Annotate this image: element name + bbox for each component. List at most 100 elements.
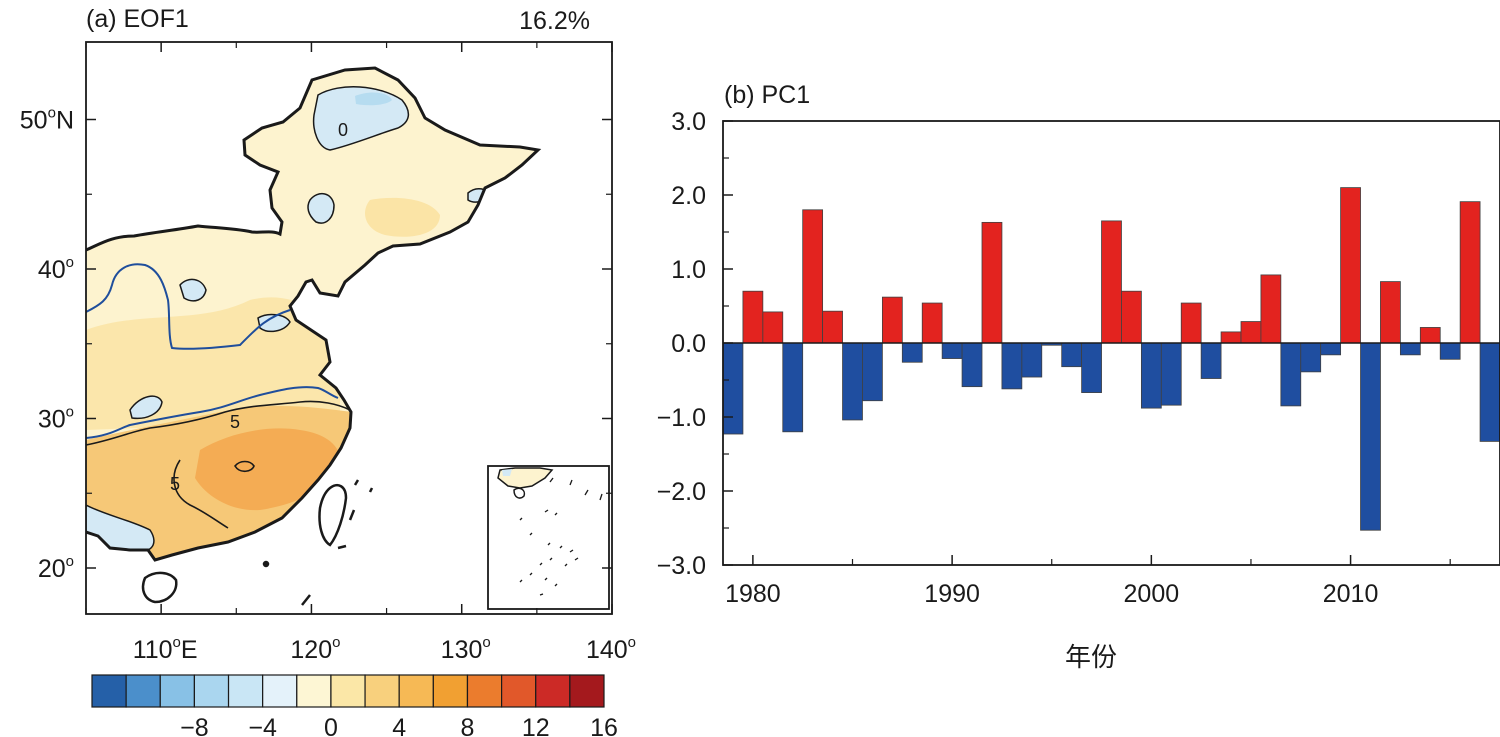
bar-1991 — [961, 342, 983, 388]
contour-label-0: 0 — [338, 120, 348, 140]
yangtze-river — [86, 386, 339, 439]
lat-tick-label-20: 20o — [38, 553, 74, 583]
bar-2001 — [1160, 342, 1182, 406]
bar-2013 — [1399, 342, 1421, 356]
hainan-island — [141, 571, 178, 604]
y-tick-label: 3.0 — [671, 108, 706, 136]
bar-1997 — [1081, 342, 1102, 393]
bar-2014 — [1419, 327, 1441, 344]
bar-1986 — [862, 342, 883, 402]
bar-2004 — [1220, 331, 1242, 344]
south-china-sea-inset — [487, 465, 610, 610]
lat-tick-label-40: 40o — [38, 254, 74, 284]
bar-2015 — [1439, 342, 1461, 360]
x-axis-label: 年份 — [1065, 642, 1117, 672]
bar-2017 — [1479, 342, 1500, 442]
lat-degree-mark: o — [48, 105, 56, 122]
y-tick-label: −1.0 — [657, 404, 706, 432]
bar-1994 — [1021, 342, 1043, 378]
lon-tick-label-120: 120o — [290, 634, 340, 664]
yellow-river — [86, 263, 291, 350]
bar-2002 — [1180, 302, 1202, 344]
lon-degree-mark: o — [482, 634, 490, 651]
colorbar: −8 −4 0 4 8 12 16 — [91, 674, 618, 737]
lat-tick-number: 40 — [38, 256, 66, 284]
colorbar-label: −8 — [180, 714, 209, 737]
lat-tick-number: 30 — [38, 406, 66, 434]
bar-2010 — [1340, 187, 1361, 344]
lat-hemisphere: N — [56, 107, 74, 135]
lat-tick-label-50: 50oN — [20, 105, 74, 135]
taiwan-island — [318, 484, 348, 547]
lon-tick-label-140: 140o — [586, 634, 636, 664]
colorbar-label: 4 — [392, 714, 406, 737]
lon-tick-label-110: 110oE — [133, 634, 198, 664]
contour-label-5a: 5 — [230, 412, 240, 432]
cool-patch-lake — [179, 278, 207, 302]
lon-tick-number: 120 — [290, 636, 332, 664]
y-tick-label: 1.0 — [671, 256, 706, 284]
colorbar-swatch — [466, 674, 503, 708]
eof1-map-panel: (a) EOF1 16.2% — [20, 5, 636, 737]
lat-degree-mark: o — [66, 404, 74, 421]
lon-tick-number: 140 — [586, 636, 628, 664]
warm-patch-north — [365, 197, 440, 237]
lon-hemisphere: E — [181, 636, 198, 664]
y-tick-label: 0.0 — [671, 330, 706, 358]
cool-patch-shandong — [257, 313, 291, 333]
map-frame — [85, 41, 613, 615]
lat-degree-mark: o — [66, 553, 74, 570]
lon-tick-number: 110 — [133, 636, 173, 664]
bar-1985 — [842, 342, 863, 421]
bar-2003 — [1200, 342, 1222, 379]
bar-1993 — [1001, 342, 1023, 390]
bar-1988 — [901, 342, 923, 363]
x-tick-label: 1990 — [924, 580, 980, 608]
pc1-chart-panel: (b) PC1 3.0 2.0 1.0 0.0 −1.0 −2.0 −3.0 1980 1990… — [657, 81, 1500, 672]
x-tick-label: 2000 — [1124, 580, 1180, 608]
bar-1984 — [822, 310, 843, 344]
cool-patch-center — [129, 395, 163, 420]
lon-degree-mark: o — [173, 634, 181, 651]
bar-1981 — [762, 311, 784, 344]
colorbar-swatch — [569, 674, 605, 708]
bar-2016 — [1459, 201, 1481, 344]
y-tick-label: −3.0 — [657, 552, 706, 580]
chart-title: (b) PC1 — [724, 81, 810, 109]
colorbar-label: 8 — [461, 714, 475, 737]
colorbar-swatch — [398, 674, 434, 708]
cool-patch-inland — [307, 193, 335, 224]
colorbar-label: 16 — [590, 714, 618, 737]
colorbar-swatch — [364, 674, 400, 708]
bar-1987 — [881, 296, 903, 344]
lat-degree-mark: o — [66, 254, 74, 271]
pc1-bars — [722, 187, 1500, 531]
bar-1999 — [1121, 290, 1142, 344]
colorbar-swatch — [262, 674, 298, 708]
lat-tick-number: 50 — [20, 107, 48, 135]
contour-5-south — [173, 459, 229, 529]
colorbar-swatch — [535, 674, 571, 708]
bar-1989 — [921, 302, 943, 344]
cool-core-northeast — [355, 92, 392, 106]
bar-1990 — [941, 342, 963, 359]
bar-1979 — [722, 342, 744, 435]
contour-core — [234, 460, 255, 473]
bar-2000 — [1140, 342, 1162, 409]
lat-tick-number: 20 — [38, 555, 66, 583]
coastline — [86, 66, 542, 562]
bar-2007 — [1280, 342, 1302, 407]
x-tick-label: 1980 — [725, 580, 781, 608]
colorbar-swatch — [330, 674, 366, 708]
bar-2008 — [1300, 342, 1322, 373]
bar-2011 — [1360, 342, 1381, 531]
bar-1998 — [1101, 220, 1122, 344]
colorbar-swatch — [193, 674, 230, 708]
colorbar-swatch — [159, 674, 195, 708]
colorbar-label: 12 — [522, 714, 550, 737]
lat-tick-label-30: 30o — [38, 404, 74, 434]
colorbar-swatch — [125, 674, 161, 708]
bar-2006 — [1260, 274, 1282, 344]
